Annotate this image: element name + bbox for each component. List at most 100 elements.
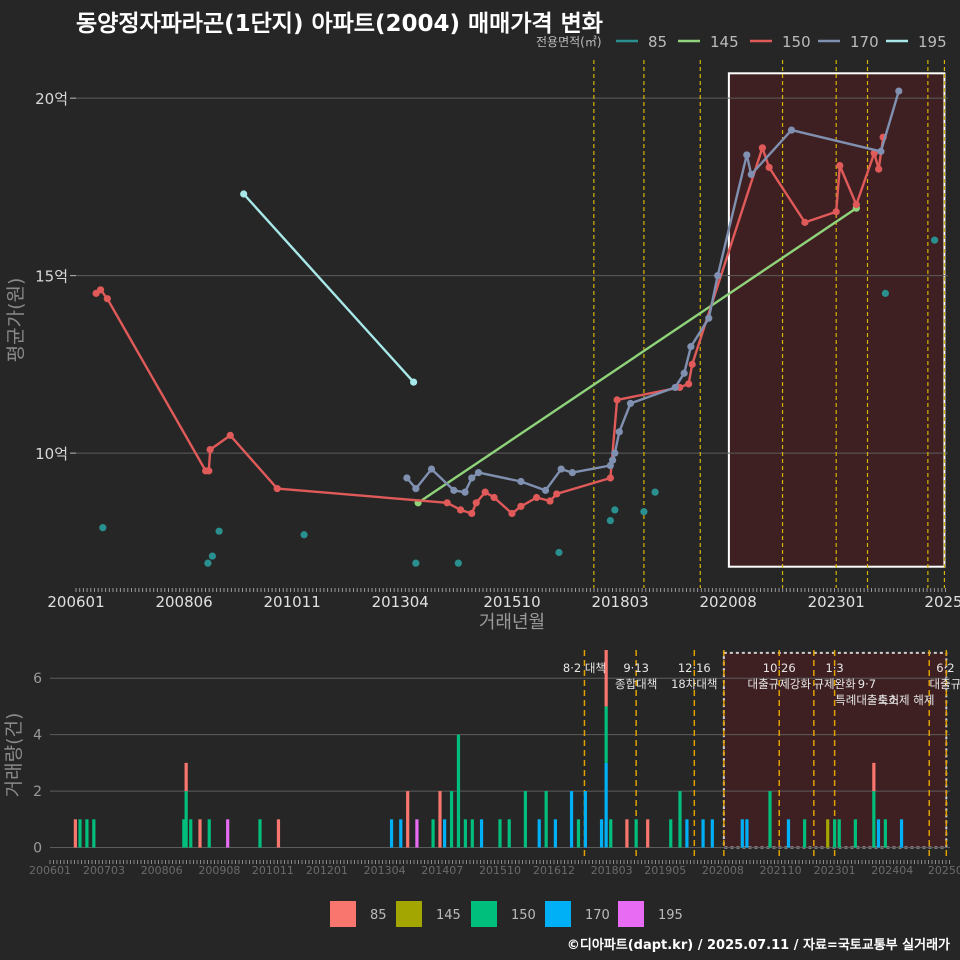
series-150-point: [546, 497, 554, 505]
policy-annotation: 토허제 해제: [878, 693, 935, 707]
volume-xtick-label: 202110: [760, 864, 802, 877]
volume-xtick-label: 202404: [871, 864, 913, 877]
volume-legend-label-145: 145: [436, 908, 461, 923]
series-150-point: [532, 493, 541, 502]
series-150-point: [468, 509, 476, 518]
volume-bar-150: [544, 791, 548, 848]
price-ytick-label: 10억: [35, 445, 68, 463]
volume-xtick-label: 200703: [83, 864, 125, 877]
volume-bar-150: [768, 791, 772, 848]
price-xtick-label: 2025: [924, 593, 960, 611]
series-170-point: [680, 369, 688, 377]
policy-annotation: 12·16: [678, 661, 711, 675]
volume-bar-195: [415, 819, 419, 848]
series-150-point: [765, 163, 773, 171]
series-150-point: [832, 208, 840, 216]
volume-bar-150: [258, 819, 262, 848]
volume-bar-150: [678, 791, 682, 848]
series-170-point: [517, 477, 525, 486]
volume-legend-label-195: 195: [658, 908, 683, 923]
volume-xtick-label: 201510: [479, 864, 521, 877]
price-xtick-label: 202008: [699, 593, 756, 611]
price-ytick-label: 15억: [35, 268, 68, 286]
volume-bar-150: [883, 819, 887, 848]
legend-title: 전용면적(㎡): [536, 35, 602, 49]
series-145-line: [417, 207, 857, 504]
series-150-point: [836, 161, 844, 170]
volume-bar-150: [78, 819, 82, 848]
series-150-point: [606, 474, 614, 482]
series-170-point: [877, 147, 885, 155]
volume-bar-170: [443, 819, 447, 848]
volume-bar-85: [438, 791, 442, 848]
series-170-point: [609, 456, 617, 464]
volume-bar-170: [701, 819, 705, 848]
volume-bar-170: [399, 819, 403, 848]
volume-legend-swatch-150: [471, 901, 497, 927]
volume-bar-150: [634, 819, 638, 848]
series-85-point: [454, 559, 462, 567]
volume-legend-swatch-85: [330, 901, 356, 927]
volume-xtick-label: 201304: [364, 864, 406, 877]
volume-ytick-label: 0: [33, 841, 42, 857]
volume-bar-170: [876, 819, 881, 848]
series-150-point: [613, 396, 621, 404]
series-170-point: [541, 486, 550, 494]
series-85-point: [881, 289, 889, 297]
policy-annotation: 1·3: [825, 661, 843, 675]
price-xtick-label: 201803: [591, 593, 648, 611]
volume-bar-170: [740, 819, 744, 848]
volume-bar-150: [182, 819, 186, 848]
series-150-point: [688, 360, 696, 368]
volume-bar-150: [669, 819, 673, 848]
legend-label-145: 145: [710, 33, 739, 51]
volume-xtick-label: 201011: [252, 864, 294, 877]
policy-annotation: 규제완화: [813, 677, 856, 691]
volume-bar-145: [826, 819, 830, 848]
volume-ytick-label: 2: [33, 784, 42, 800]
volume-legend-swatch-170: [545, 901, 571, 927]
volume-bar-150: [803, 819, 807, 848]
volume-xtick-label: 201407: [421, 864, 463, 877]
volume-bar-170: [569, 791, 574, 848]
series-150-point: [456, 506, 465, 514]
volume-bar-150: [207, 819, 211, 848]
series-85-point: [555, 548, 563, 557]
volume-bar-150: [507, 819, 511, 848]
policy-annotation: 9·7: [858, 677, 876, 691]
volume-bar-150: [470, 819, 474, 848]
series-85-point: [208, 552, 216, 560]
series-150-point: [206, 445, 214, 454]
volume-xtick-label: 201201: [306, 864, 348, 877]
price-xtick-label: 202301: [808, 593, 865, 611]
legend-label-170: 170: [850, 33, 879, 51]
series-195-point: [410, 378, 418, 386]
series-85-point: [215, 527, 223, 535]
volume-bar-170: [537, 819, 541, 848]
series-150-point: [685, 380, 693, 388]
series-195-point: [240, 190, 248, 198]
series-170-point: [557, 465, 565, 473]
volume-bar-85: [184, 762, 188, 792]
volume-bar-170: [389, 819, 394, 848]
series-85-point: [930, 236, 939, 244]
price-xtick-label: 201304: [372, 593, 429, 611]
series-170-point: [615, 428, 623, 436]
series-170-point: [671, 383, 679, 392]
volume-bar-170: [899, 819, 904, 848]
series-170-point: [714, 272, 722, 280]
volume-bar-150: [604, 706, 608, 763]
volume-bar-150: [853, 819, 857, 848]
legend-label-85: 85: [648, 33, 667, 51]
volume-xtick-label: 200908: [198, 864, 240, 877]
policy-annotation: 6·2: [936, 661, 954, 675]
series-150-point: [553, 490, 561, 498]
policy-annotation: 종합대책: [615, 677, 657, 691]
price-yaxis-title: 평균가(원): [5, 278, 27, 363]
series-170-point: [427, 465, 436, 473]
series-170-point: [787, 126, 796, 134]
volume-bar-170: [685, 819, 689, 848]
series-170-point: [687, 343, 695, 351]
volume-bar-85: [604, 650, 608, 707]
series-150-point: [490, 493, 498, 502]
